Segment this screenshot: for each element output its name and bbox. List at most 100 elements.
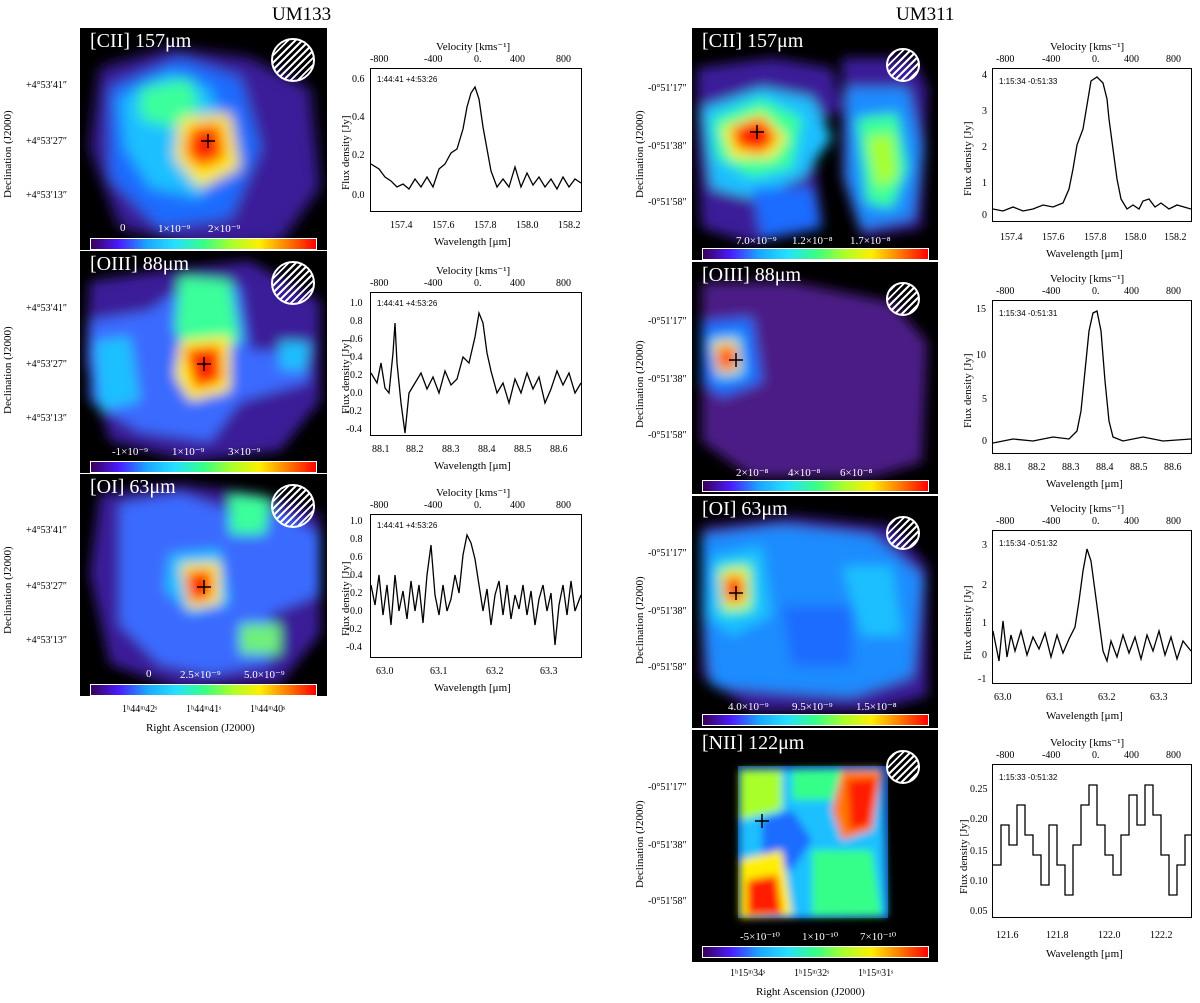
spectrum-trace bbox=[993, 548, 1191, 664]
um133-oiii-map: [OIII] 88μm -1×10⁻⁹ 1×10⁻⁹ 3×10⁻⁹ bbox=[80, 251, 327, 473]
line-label: [NII] 122μm bbox=[702, 732, 805, 754]
intensity-map bbox=[702, 516, 927, 711]
flux-tick: 0.25 bbox=[970, 784, 988, 795]
colorbar bbox=[90, 238, 317, 250]
flux-tick: -0.4 bbox=[346, 642, 362, 653]
wavelength-axis-title: Wavelength [μm] bbox=[434, 682, 511, 694]
velocity-tick: 400 bbox=[1124, 286, 1139, 297]
flux-tick: 0.6 bbox=[350, 334, 363, 345]
um133-oi-map: [OI] 63μm 0 2.5×10⁻⁹ 5.0×10⁻⁹ bbox=[80, 474, 327, 696]
dec-tick: -0°51′17″ bbox=[648, 316, 687, 327]
intensity-map bbox=[702, 282, 927, 477]
flux-tick: 0.8 bbox=[350, 316, 363, 327]
line-label: [OIII] 88μm bbox=[90, 253, 190, 275]
flux-tick: 15 bbox=[976, 304, 986, 315]
wavelength-tick: 63.0 bbox=[994, 692, 1012, 703]
flux-tick: 0.15 bbox=[970, 846, 988, 857]
flux-axis-title: Flux density [Jy] bbox=[962, 353, 974, 428]
ra-tick: 1ʰ15ᵐ32ˢ bbox=[794, 968, 830, 979]
dec-axis-title: Declination (J2000) bbox=[2, 546, 14, 634]
cbar-tick: 1.7×10⁻⁸ bbox=[850, 235, 891, 247]
spectrum-trace bbox=[993, 784, 1191, 896]
flux-axis-title: Flux density [Jy] bbox=[962, 121, 974, 196]
velocity-axis-title: Velocity [kms⁻¹] bbox=[436, 265, 511, 277]
um133-cii-spectrum: 1:44:41 +4:53:26 bbox=[370, 68, 582, 212]
ra-tick: 1ʰ44ᵐ40ˢ bbox=[250, 704, 286, 715]
flux-tick: 0.6 bbox=[350, 552, 363, 563]
flux-tick: 4 bbox=[982, 70, 987, 81]
line-label: [CII] 157μm bbox=[90, 30, 192, 52]
crosshair-icon bbox=[201, 134, 215, 148]
line-label: [OIII] 88μm bbox=[702, 264, 802, 286]
hatched-beam-icon bbox=[886, 48, 920, 82]
wavelength-tick: 158.2 bbox=[558, 220, 581, 231]
dec-tick: -0°51′58″ bbox=[648, 896, 687, 907]
dec-axis-title: Declination (J2000) bbox=[634, 340, 646, 428]
line-label: [CII] 157μm bbox=[702, 30, 804, 52]
velocity-tick: -800 bbox=[996, 286, 1015, 297]
velocity-tick: -400 bbox=[424, 54, 443, 65]
wavelength-tick: 88.2 bbox=[406, 444, 424, 455]
flux-tick: 3 bbox=[982, 540, 987, 551]
wavelength-axis-title: Wavelength [μm] bbox=[434, 236, 511, 248]
wavelength-tick: 122.2 bbox=[1150, 930, 1173, 941]
hatched-beam-icon bbox=[886, 516, 920, 550]
wavelength-tick: 121.8 bbox=[1046, 930, 1069, 941]
velocity-tick: -800 bbox=[996, 750, 1015, 761]
velocity-tick: -800 bbox=[996, 516, 1015, 527]
dec-tick: -0°51′58″ bbox=[648, 197, 687, 208]
hatched-beam-icon bbox=[271, 38, 315, 82]
cbar-tick: 1×10⁻⁹ bbox=[172, 446, 205, 458]
flux-tick: 0.2 bbox=[350, 588, 363, 599]
line-label: [OI] 63μm bbox=[702, 498, 788, 520]
cbar-tick: 2×10⁻⁹ bbox=[208, 223, 241, 235]
crosshair-icon bbox=[197, 357, 211, 371]
cbar-tick: -1×10⁻⁹ bbox=[112, 446, 149, 458]
cbar-tick: -5×10⁻¹⁰ bbox=[740, 931, 780, 943]
flux-tick: -1 bbox=[978, 674, 987, 685]
cbar-tick: 4×10⁻⁸ bbox=[788, 467, 821, 479]
flux-axis-title: Flux density [Jy] bbox=[340, 115, 352, 190]
ra-tick: 1ʰ44ᵐ41ˢ bbox=[186, 704, 222, 715]
dec-tick: +4°53′41″ bbox=[26, 303, 67, 314]
dec-tick: -0°51′38″ bbox=[648, 840, 687, 851]
source-coord: 1:44:41 +4:53:26 bbox=[377, 75, 438, 84]
velocity-tick: 0. bbox=[1092, 286, 1100, 297]
cbar-tick: 1.5×10⁻⁸ bbox=[856, 701, 897, 713]
wavelength-tick: 88.5 bbox=[514, 444, 532, 455]
velocity-tick: 800 bbox=[1166, 54, 1181, 65]
crosshair-icon bbox=[729, 586, 743, 600]
intensity-map bbox=[697, 58, 927, 243]
velocity-tick: 400 bbox=[1124, 54, 1139, 65]
flux-tick: 1 bbox=[982, 178, 987, 189]
velocity-tick: 800 bbox=[1166, 516, 1181, 527]
velocity-tick: 800 bbox=[1166, 750, 1181, 761]
velocity-axis-title: Velocity [kms⁻¹] bbox=[1050, 273, 1125, 285]
intensity-map bbox=[738, 766, 888, 918]
velocity-tick: -400 bbox=[424, 278, 443, 289]
dec-axis-title: Declination (J2000) bbox=[2, 110, 14, 198]
velocity-tick: 0. bbox=[474, 500, 482, 511]
cbar-tick: 9.5×10⁻⁹ bbox=[792, 701, 833, 713]
wavelength-axis-title: Wavelength [μm] bbox=[1046, 710, 1123, 722]
cbar-tick: 7.0×10⁻⁹ bbox=[736, 235, 777, 247]
um311-cii-map: [CII] 157μm 7.0×10⁻⁹ 1.2×10⁻⁸ 1.7×10⁻⁸ bbox=[692, 28, 938, 260]
wavelength-tick: 158.0 bbox=[516, 220, 539, 231]
velocity-tick: 0. bbox=[474, 278, 482, 289]
wavelength-tick: 121.6 bbox=[996, 930, 1019, 941]
dec-tick: +4°53′13″ bbox=[26, 190, 67, 201]
cbar-tick: 0 bbox=[146, 668, 152, 680]
dec-tick: +4°53′27″ bbox=[26, 581, 67, 592]
dec-tick: +4°53′27″ bbox=[26, 359, 67, 370]
velocity-tick: 800 bbox=[556, 278, 571, 289]
dec-tick: -0°51′58″ bbox=[648, 430, 687, 441]
dec-tick: +4°53′41″ bbox=[26, 525, 67, 536]
ra-tick: 1ʰ15ᵐ34ˢ bbox=[730, 968, 766, 979]
wavelength-tick: 88.1 bbox=[994, 462, 1012, 473]
velocity-tick: 800 bbox=[1166, 286, 1181, 297]
cbar-tick: 6×10⁻⁸ bbox=[840, 467, 873, 479]
wavelength-tick: 88.4 bbox=[1096, 462, 1114, 473]
wavelength-tick: 63.1 bbox=[1046, 692, 1064, 703]
flux-tick: 0.2 bbox=[352, 150, 365, 161]
velocity-tick: -400 bbox=[1042, 286, 1061, 297]
